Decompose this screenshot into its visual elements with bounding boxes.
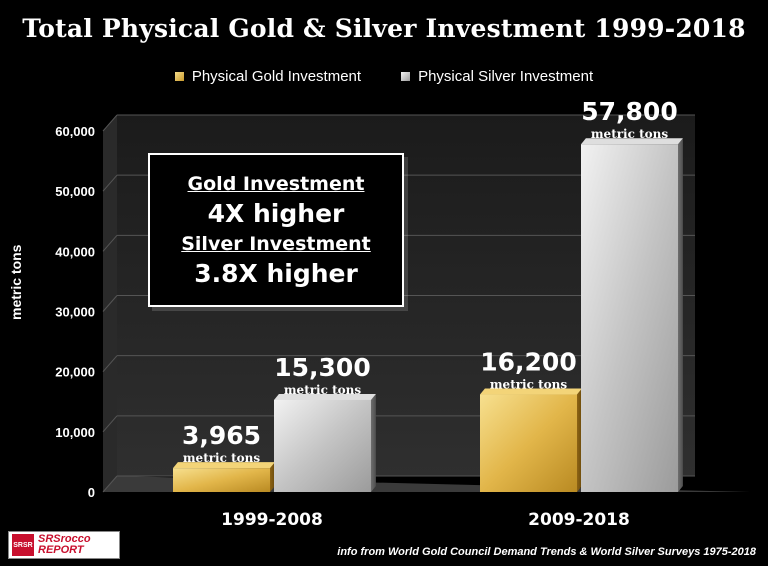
data-label-silver-0: 15,300 [274,353,370,382]
gridline-depth [102,235,118,252]
annotation-box: Gold Investment 4X higher Silver Investm… [148,153,404,307]
x-axis-categories: 1999-2008 2009-2018 [221,510,630,530]
annotation-line-1: Gold Investment [187,173,365,195]
bar-top-gold [173,462,275,469]
chart-title: Total Physical Gold & Silver Investment … [22,14,746,43]
source-note: info from World Gold Council Demand Tren… [337,546,756,558]
data-unit-gold-1: metric tons [490,378,568,392]
y-tick-label: 40,000 [55,244,95,259]
data-label-gold-1: 16,200 [480,348,576,377]
y-tick-label: 30,000 [55,305,95,320]
y-tick-label: 0 [88,485,95,500]
gridline-depth [102,415,118,433]
gridline-depth [102,114,118,132]
legend-item-gold: Physical Gold Investment [174,68,362,85]
bar-top-silver [274,393,376,400]
logo-mark-icon: SRSR [12,534,34,556]
y-tick-label: 20,000 [55,365,95,380]
bar-side-silver [678,138,683,492]
legend-swatch-silver [401,72,411,81]
y-tick-label: 60,000 [55,124,95,139]
data-label-silver-1: 57,800 [581,97,677,126]
legend-swatch-gold [174,72,184,81]
data-label-gold-0: 3,965 [182,421,261,450]
legend-label-gold: Physical Gold Investment [191,68,362,85]
bar-gold-1 [480,394,577,492]
bar-side-gold [270,462,275,492]
y-tick-label: 50,000 [55,184,95,199]
legend: Physical Gold Investment Physical Silver… [0,68,768,85]
legend-item-silver: Physical Silver Investment [401,68,593,85]
bar-top-silver [581,138,683,145]
data-unit-silver-1: metric tons [591,127,669,141]
gridline-depth [102,475,118,493]
bar-gold-0 [173,468,270,492]
logo-text: SRSrocco REPORT [38,534,91,556]
gridline-depth [102,355,118,372]
annotation-line-2: 4X higher [207,199,345,228]
bar-top-gold [480,388,582,395]
logo-text-top: SRSrocco [38,533,91,545]
bar-side-silver [371,393,376,492]
gridline-depth [102,295,118,312]
logo-text-bottom: REPORT [38,544,84,556]
data-unit-silver-0: metric tons [284,383,362,397]
data-unit-gold-0: metric tons [183,451,261,465]
x-tick-label-0: 1999-2008 [221,510,323,530]
bar-silver-1 [581,144,678,492]
annotation-line-3: Silver Investment [181,233,371,255]
x-tick-label-1: 2009-2018 [528,510,630,530]
annotation-line-4: 3.8X higher [194,259,358,288]
srsrocco-logo: SRSR SRSrocco REPORT [8,531,120,559]
bar-silver-0 [274,399,371,492]
bar-side-gold [577,388,582,492]
y-tick-label: 10,000 [55,425,95,440]
legend-label-silver: Physical Silver Investment [418,68,594,85]
gridline-depth [102,174,118,192]
